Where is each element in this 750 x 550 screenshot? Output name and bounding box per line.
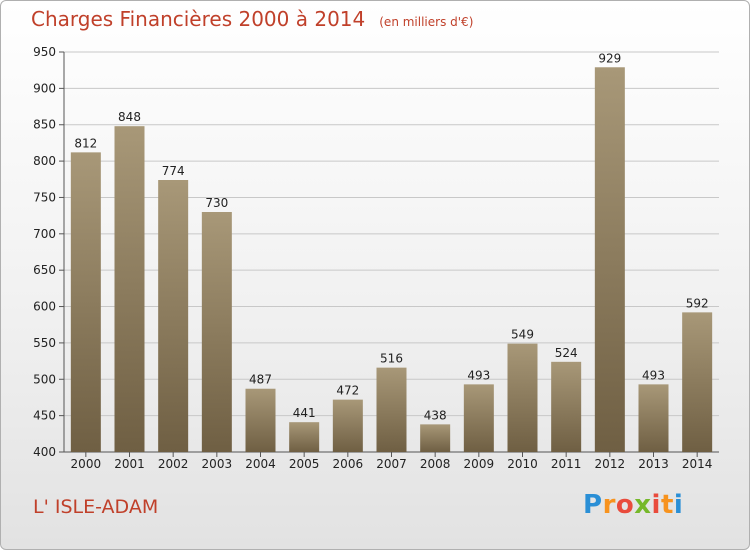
logo-letter: i xyxy=(673,490,684,520)
chart-title-text: Charges Financières 2000 à 2014 xyxy=(31,7,366,31)
y-tick-label: 500 xyxy=(33,372,56,386)
x-tick-label-2010: 2010 xyxy=(507,457,538,471)
bar-2014 xyxy=(682,312,713,452)
x-tick-label-2004: 2004 xyxy=(245,457,276,471)
x-tick-label-2003: 2003 xyxy=(202,457,233,471)
x-tick-label-2013: 2013 xyxy=(638,457,669,471)
y-tick-label: 400 xyxy=(33,445,56,459)
bar-2003 xyxy=(201,212,232,452)
y-tick-label: 950 xyxy=(33,45,56,59)
logo-letter: x xyxy=(634,490,652,520)
bar-2004 xyxy=(245,388,276,452)
bar-2011 xyxy=(551,361,582,452)
logo-letter: o xyxy=(615,490,635,520)
x-tick-label-2002: 2002 xyxy=(158,457,189,471)
bar-2001 xyxy=(114,126,145,452)
value-label-2005: 441 xyxy=(293,406,316,420)
logo-letter: r xyxy=(602,490,616,520)
y-tick-label: 750 xyxy=(33,190,56,204)
value-label-2010: 549 xyxy=(511,328,534,342)
y-tick-label: 450 xyxy=(33,409,56,423)
bar-2013 xyxy=(638,384,669,452)
value-label-2014: 592 xyxy=(686,296,709,310)
value-label-2012: 929 xyxy=(598,51,621,65)
chart-unit: (en milliers d'€) xyxy=(379,15,474,29)
proxiti-logo: Proxiti xyxy=(583,490,683,520)
x-tick-label-2007: 2007 xyxy=(376,457,407,471)
x-tick-label-2011: 2011 xyxy=(551,457,582,471)
y-tick-label: 900 xyxy=(33,81,56,95)
city-name: L' ISLE-ADAM xyxy=(33,496,159,518)
y-tick-label: 700 xyxy=(33,227,56,241)
x-tick-label-2014: 2014 xyxy=(682,457,713,471)
y-tick-label: 850 xyxy=(33,118,56,132)
x-tick-label-2001: 2001 xyxy=(114,457,145,471)
bar-2009 xyxy=(463,384,494,452)
value-label-2008: 438 xyxy=(424,408,447,422)
bar-2002 xyxy=(158,180,189,452)
chart-title: Charges Financières 2000 à 2014 (en milli… xyxy=(31,7,473,31)
logo-letter: i xyxy=(651,490,661,520)
bar-2008 xyxy=(420,424,451,452)
x-tick-label-2008: 2008 xyxy=(420,457,451,471)
value-label-2000: 812 xyxy=(74,136,97,150)
value-label-2011: 524 xyxy=(555,346,578,360)
x-tick-label-2012: 2012 xyxy=(595,457,626,471)
value-label-2007: 516 xyxy=(380,352,403,366)
bar-2005 xyxy=(289,422,320,452)
x-tick-label-2009: 2009 xyxy=(464,457,495,471)
value-label-2001: 848 xyxy=(118,110,141,124)
value-label-2013: 493 xyxy=(642,368,665,382)
x-tick-label-2005: 2005 xyxy=(289,457,320,471)
logo-letter: P xyxy=(583,490,603,520)
bar-2012 xyxy=(594,67,625,452)
bar-2000 xyxy=(70,152,101,452)
bar-2006 xyxy=(332,399,363,452)
value-label-2006: 472 xyxy=(336,384,359,398)
x-tick-label-2006: 2006 xyxy=(333,457,364,471)
bar-2007 xyxy=(376,367,407,452)
bar-2010 xyxy=(507,343,538,452)
axes: 400 450 500 550 600 650 700 750 800 850 900 950 2000… xyxy=(33,45,719,471)
logo-letter: t xyxy=(660,490,674,520)
x-tick-label-2000: 2000 xyxy=(71,457,102,471)
value-label-2003: 730 xyxy=(205,196,228,210)
y-tick-label: 650 xyxy=(33,263,56,277)
y-tick-label: 600 xyxy=(33,300,56,314)
y-tick-label: 550 xyxy=(33,336,56,350)
y-tick-label: 800 xyxy=(33,154,56,168)
value-label-2009: 493 xyxy=(467,368,490,382)
value-labels: 812 848 774 730 487 441 472 516 438 493 549 524 929 4… xyxy=(74,51,708,422)
value-label-2004: 487 xyxy=(249,373,272,387)
value-label-2002: 774 xyxy=(162,164,185,178)
bars xyxy=(70,67,713,452)
